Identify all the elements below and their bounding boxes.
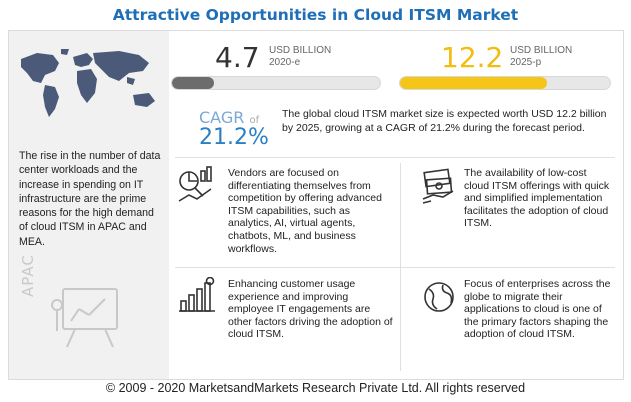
world-map-icon [21,49,155,117]
stat-value-2025: 12.2 [441,41,504,74]
progress-bar-2020 [171,76,381,90]
progress-fill-2025 [400,77,547,89]
page-title: Attractive Opportunities in Cloud ITSM M… [112,6,519,24]
divider [175,267,615,268]
divider [175,157,615,158]
analytics-chart-icon [178,166,212,202]
insight-card-text: Vendors are focused on differentiating t… [228,167,382,255]
stat-period-label: 2025-p [510,57,542,68]
stat-period-label: 2020-e [269,57,301,68]
insight-card-text: Focus of enterprises across the globe to… [464,278,611,341]
copyright-footer: © 2009 - 2020 MarketsandMarkets Research… [105,381,526,395]
left-panel: The rise in the number of data center wo… [9,31,169,379]
money-cash-icon [422,168,454,204]
progress-bar-2025 [399,76,611,90]
infographic-frame: The rise in the number of data center wo… [8,30,624,380]
divider [400,163,401,371]
region-description: The rise in the number of data center wo… [19,150,161,248]
stat-unit-2020: USD BILLION 2020-e [269,45,331,69]
progress-fill-2020 [172,77,214,89]
cagr-label: CAGR of [199,108,259,127]
stat-unit-label: USD BILLION [510,45,573,56]
stat-unit-2025: USD BILLION 2025-p [510,45,572,69]
cagr-value: 21.2% [199,125,269,150]
cagr-label-text: CAGR [199,108,245,127]
region-label: APAC [19,254,37,297]
stat-unit-label: USD BILLION [269,45,332,56]
globe-cloud-icon [424,282,454,312]
insight-card-text: The availability of low-cost cloud ITSM … [464,167,610,230]
growth-bars-icon [179,277,215,312]
analytics-board-icon [51,288,118,348]
stat-value-2020: 4.7 [215,41,260,74]
cagr-of-text: of [249,115,260,126]
insight-card-text: Enhancing customer usage experience and … [228,278,393,341]
market-summary: The global cloud ITSM market size is exp… [282,108,607,134]
